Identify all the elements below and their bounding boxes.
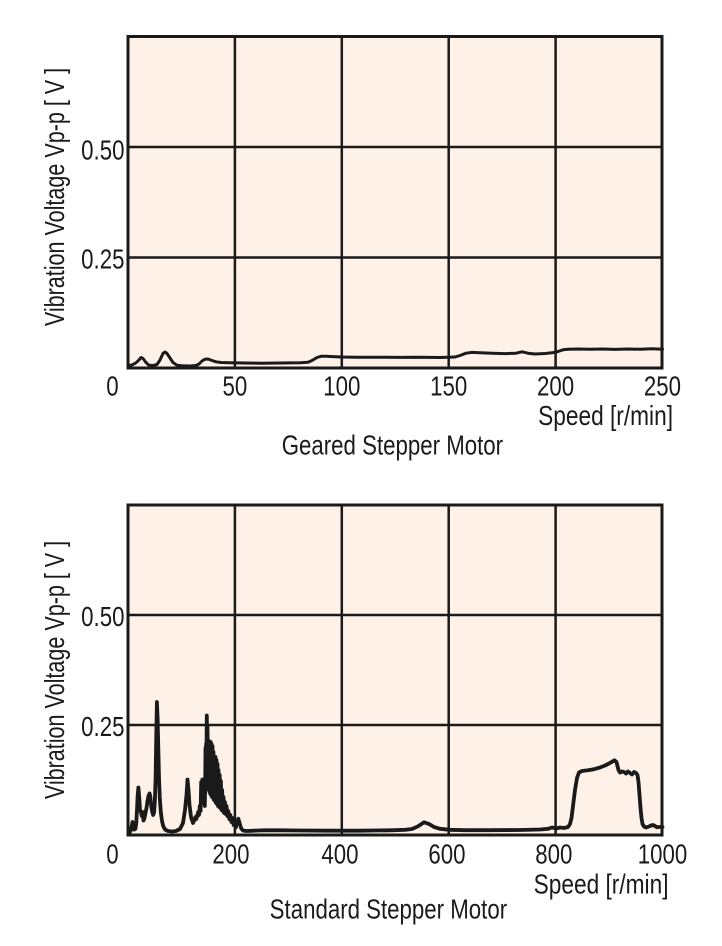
svg-text:1000: 1000 bbox=[638, 839, 688, 870]
svg-text:0.50: 0.50 bbox=[81, 135, 124, 166]
svg-text:0: 0 bbox=[106, 839, 118, 870]
svg-text:800: 800 bbox=[535, 839, 572, 870]
svg-text:100: 100 bbox=[323, 371, 360, 402]
svg-text:Speed [r/min]: Speed [r/min] bbox=[534, 869, 669, 900]
svg-text:Vibration Voltage Vp-p [ V ]: Vibration Voltage Vp-p [ V ] bbox=[39, 68, 70, 326]
svg-text:Speed [r/min]: Speed [r/min] bbox=[538, 401, 673, 432]
svg-text:Standard Stepper Motor: Standard Stepper Motor bbox=[270, 894, 507, 925]
svg-text:0: 0 bbox=[106, 371, 118, 402]
svg-text:150: 150 bbox=[430, 371, 467, 402]
svg-text:0.25: 0.25 bbox=[81, 712, 124, 743]
svg-text:200: 200 bbox=[537, 371, 574, 402]
svg-text:Geared Stepper Motor: Geared Stepper Motor bbox=[282, 430, 503, 461]
svg-text:250: 250 bbox=[644, 371, 681, 402]
svg-text:200: 200 bbox=[212, 839, 249, 870]
svg-text:50: 50 bbox=[223, 371, 248, 402]
svg-text:600: 600 bbox=[428, 839, 465, 870]
svg-text:0.50: 0.50 bbox=[81, 602, 124, 633]
svg-text:Vibration Voltage Vp-p [ V ]: Vibration Voltage Vp-p [ V ] bbox=[39, 541, 70, 799]
svg-text:0.25: 0.25 bbox=[81, 244, 124, 275]
svg-text:400: 400 bbox=[321, 839, 358, 870]
